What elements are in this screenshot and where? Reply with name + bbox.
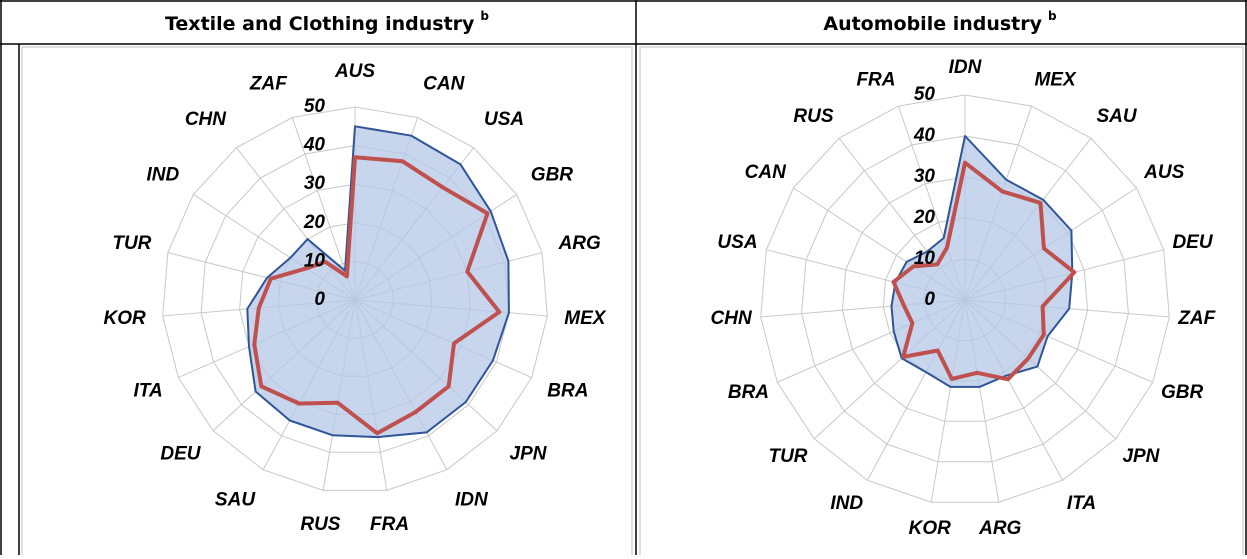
header-note: b	[480, 9, 489, 23]
y-tick-label: 0	[924, 289, 935, 310]
column-header: Automobile industry b	[823, 9, 1057, 35]
category-label: BRA	[547, 381, 588, 402]
grid-ring	[162, 106, 548, 491]
y-tick-label: 20	[303, 212, 326, 233]
radar: 0 10 20 30 40 50 AUS CAN USA GBR ARG MEX BRA JPN IDN FR…	[103, 61, 606, 535]
category-label: GBR	[1161, 382, 1204, 403]
category-label: ZAF	[1177, 308, 1216, 329]
series-line	[891, 160, 1077, 382]
y-tick-label: 10	[914, 248, 936, 269]
column-header: Textile and Clothing industry b	[165, 9, 489, 35]
y-tick-label: 0	[314, 289, 325, 310]
category-label: TUR	[112, 233, 151, 254]
category-label: SAU	[215, 490, 256, 511]
category-label: GBR	[531, 164, 574, 185]
category-label: CHN	[711, 308, 753, 329]
category-label: ARG	[558, 233, 601, 254]
category-label: ITA	[133, 381, 162, 402]
category-label: ZAF	[249, 73, 288, 94]
category-label: USA	[717, 232, 757, 253]
category-label: FRA	[856, 70, 895, 91]
category-label: RUS	[793, 106, 833, 127]
category-label: IND	[146, 164, 179, 185]
category-label: ARG	[978, 518, 1021, 539]
category-label: IDN	[455, 490, 489, 511]
category-label: DEU	[160, 443, 201, 464]
y-tick-label: 40	[303, 135, 326, 156]
y-tick-label: 30	[914, 166, 936, 187]
category-label: JPN	[510, 443, 548, 464]
y-tick-label: 50	[914, 84, 936, 105]
category-label: MEX	[564, 308, 607, 329]
header-note: b	[1048, 9, 1057, 23]
category-label: IND	[830, 493, 863, 514]
category-label: BRA	[728, 382, 769, 403]
category-label: KOR	[909, 518, 952, 539]
category-label: USA	[484, 109, 524, 130]
category-label: ITA	[1067, 493, 1096, 514]
series-area	[246, 125, 510, 439]
category-label: JPN	[1122, 446, 1160, 467]
y-tick-label: 50	[304, 96, 326, 117]
header-title: Automobile industry	[823, 13, 1042, 35]
category-label: AUS	[334, 61, 375, 82]
y-tick-label: 30	[304, 173, 326, 194]
category-label: CHN	[185, 109, 227, 130]
category-label: TUR	[768, 446, 807, 467]
category-label: RUS	[300, 514, 340, 535]
category-label: KOR	[103, 308, 146, 329]
y-tick-label: 10	[304, 250, 326, 271]
radar: 0 10 20 30 40 50 IDN MEX SAU AUS DEU ZAF GBR JPN ITA AR…	[711, 57, 1217, 539]
category-label: AUS	[1143, 162, 1184, 183]
grid-ring	[801, 135, 1129, 463]
y-tick-label: 20	[913, 207, 936, 228]
category-label: DEU	[1172, 232, 1213, 253]
header-title: Textile and Clothing industry	[165, 13, 475, 35]
y-tick-label: 40	[913, 125, 936, 146]
category-label: CAN	[423, 73, 465, 94]
category-label: FRA	[370, 514, 409, 535]
category-label: SAU	[1096, 106, 1137, 127]
series-line	[252, 155, 502, 436]
category-label: MEX	[1034, 70, 1077, 91]
category-label: CAN	[745, 162, 787, 183]
grid-ring	[760, 94, 1170, 503]
category-label: IDN	[949, 57, 983, 78]
